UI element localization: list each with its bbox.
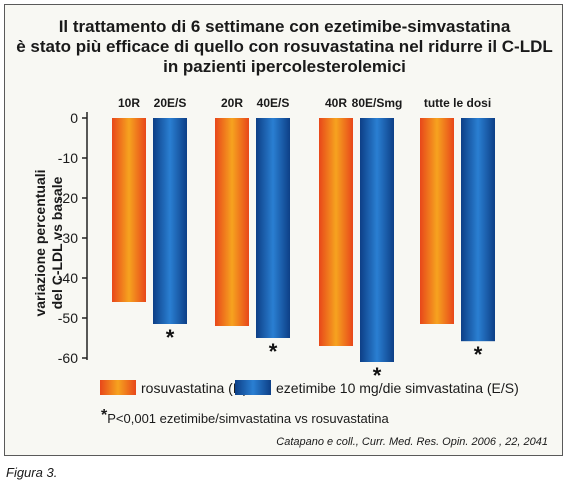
y-tick-label: -20 (58, 190, 78, 206)
bar-category-label: 40E/S (257, 96, 290, 110)
rosuvastatina-bar (112, 118, 146, 302)
legend-label-ezetimibe: ezetimibe 10 mg/die simvastatina (E/S) (276, 380, 519, 396)
figure-frame: Il trattamento di 6 settimane con ezetim… (4, 4, 563, 456)
y-axis-label-line: del C-LDL vs basale (49, 176, 65, 309)
significance-marker: * (474, 342, 483, 367)
y-tick-label: 0 (70, 110, 78, 126)
ezetimibe-bar (256, 118, 290, 338)
footnote-symbol: * (101, 407, 108, 424)
title-line-1: Il trattamento di 6 settimane con ezetim… (58, 17, 511, 36)
citation: Catapano e coll., Curr. Med. Res. Opin. … (276, 436, 548, 448)
title-line-3: in pazienti ipercolesterolemici (163, 57, 406, 76)
rosuvastatina-bar (319, 118, 353, 346)
bar-chart: 0 -10 -20 -30 -40 -50 -60 variazione percentual… (32, 96, 519, 396)
y-tick-label: -10 (58, 150, 78, 166)
legend-label-rosuvastatina: rosuvastatina (R) (141, 380, 248, 396)
significance-marker: * (373, 363, 382, 388)
chart-title: Il trattamento di 6 settimane con ezetim… (5, 17, 564, 77)
bar-category-label: 20R (221, 96, 243, 110)
footnote: *P<0,001 ezetimibe/simvastatina vs rosuv… (101, 407, 389, 426)
footnote-text: P<0,001 ezetimibe/simvastatina vs rosuva… (107, 411, 389, 426)
legend-swatch-rosuvastatina (100, 380, 136, 395)
significance-marker: * (166, 325, 175, 350)
group-label: tutte le dosi (424, 96, 491, 110)
bar-category-label: 20E/S (154, 96, 187, 110)
y-tick-label: -40 (58, 270, 78, 286)
ezetimibe-bar (360, 118, 394, 362)
title-line-2: è stato più efficace di quello con rosuv… (16, 37, 553, 56)
y-tick-label: -60 (58, 350, 78, 366)
y-tick-label: -50 (58, 310, 78, 326)
y-axis-label-line: variazione percentuali (32, 169, 48, 316)
significance-marker: * (269, 339, 278, 364)
ezetimibe-bar (461, 118, 495, 342)
rosuvastatina-bar (215, 118, 249, 326)
legend-swatch-ezetimibe (235, 380, 271, 395)
rosuvastatina-bar (420, 118, 454, 324)
y-tick-label: -30 (58, 230, 78, 246)
bar-category-label: 40R (325, 96, 347, 110)
bar-category-label: 80E/Smg (352, 96, 403, 110)
ezetimibe-bar (153, 118, 187, 324)
figure-caption: Figura 3. (6, 465, 58, 480)
bar-category-label: 10R (118, 96, 140, 110)
